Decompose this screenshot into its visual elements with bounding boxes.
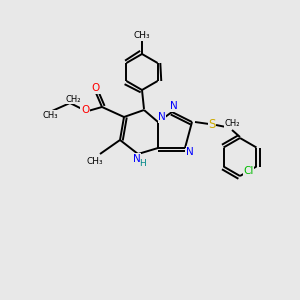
Text: O: O	[81, 105, 89, 115]
Text: N: N	[186, 147, 194, 157]
Text: S: S	[208, 118, 216, 130]
Text: N: N	[170, 101, 178, 111]
Text: CH₂: CH₂	[65, 94, 81, 103]
Text: O: O	[92, 83, 100, 93]
Text: N: N	[158, 112, 166, 122]
Text: CH₃: CH₃	[134, 32, 150, 40]
Text: N: N	[133, 154, 141, 164]
Text: CH₂: CH₂	[224, 119, 240, 128]
Text: Cl: Cl	[243, 167, 254, 176]
Text: CH₃: CH₃	[87, 157, 103, 166]
Text: CH₃: CH₃	[42, 110, 58, 119]
Text: H: H	[140, 160, 146, 169]
